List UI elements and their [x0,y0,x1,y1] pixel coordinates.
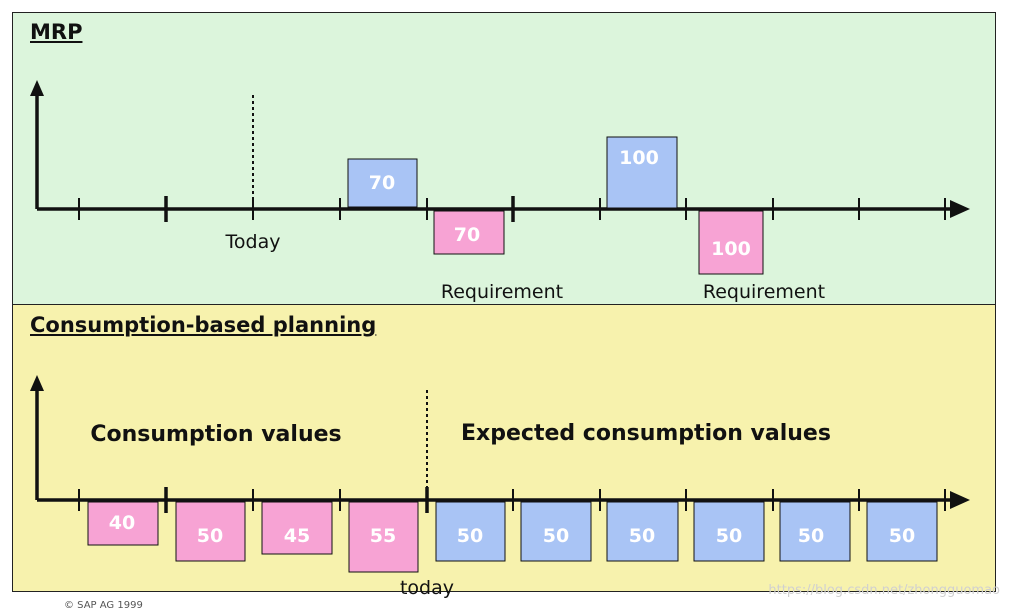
mrp-panel: MRP [12,12,996,305]
consumption-value-box [348,501,419,573]
copyright-note: © SAP AG 1999 [64,600,143,611]
expected-consumption-box [866,501,938,562]
consumption-planning-title: Consumption-based planning [30,313,377,337]
mrp-requirement-label: Requirement [703,281,825,303]
mrp-receipt-box [347,158,418,208]
mrp-requirement-box [698,210,764,275]
mrp-receipt-box [606,136,678,209]
consumption-value: 45 [284,525,310,547]
consumption-value-box [175,501,246,562]
mrp-x-axis-arrowhead [950,200,970,218]
mrp-requirement-label: Requirement [441,281,563,303]
expected-consumption-box [606,501,679,562]
mrp-requirement-value: 100 [711,238,751,260]
expected-consumption-box [520,501,592,562]
consumption-value-box [87,501,159,546]
cbp-y-axis-arrowhead [30,375,44,391]
mrp-today-label: Today [225,231,281,253]
expected-consumption-value: 50 [716,525,742,547]
mrp-requirement-box [433,210,505,255]
mrp-y-axis-arrowhead [30,80,44,96]
expected-consumption-value: 50 [543,525,569,547]
expected-consumption-value: 50 [457,525,483,547]
expected-consumption-heading: Expected consumption values [461,421,831,446]
mrp-receipt-value: 70 [369,172,395,194]
watermark-url: https://blog.csdn.net/zhongguomao [768,583,1000,598]
consumption-value: 50 [197,525,223,547]
cbp-today-label: today [400,577,454,599]
expected-consumption-value: 50 [629,525,655,547]
mrp-requirement-value: 70 [454,224,480,246]
consumption-value-box [261,501,333,555]
expected-consumption-box [779,501,851,562]
expected-consumption-box [435,501,506,562]
expected-consumption-value: 50 [798,525,824,547]
expected-consumption-value: 50 [889,525,915,547]
cbp-x-axis-arrowhead [950,491,970,509]
expected-consumption-box [693,501,765,562]
consumption-value: 55 [370,525,396,547]
mrp-receipt-value: 100 [619,147,659,169]
mrp-title: MRP [30,20,83,44]
consumption-values-heading: Consumption values [90,422,341,447]
consumption-value: 40 [109,512,135,534]
mrp-tick-marks [78,196,946,222]
